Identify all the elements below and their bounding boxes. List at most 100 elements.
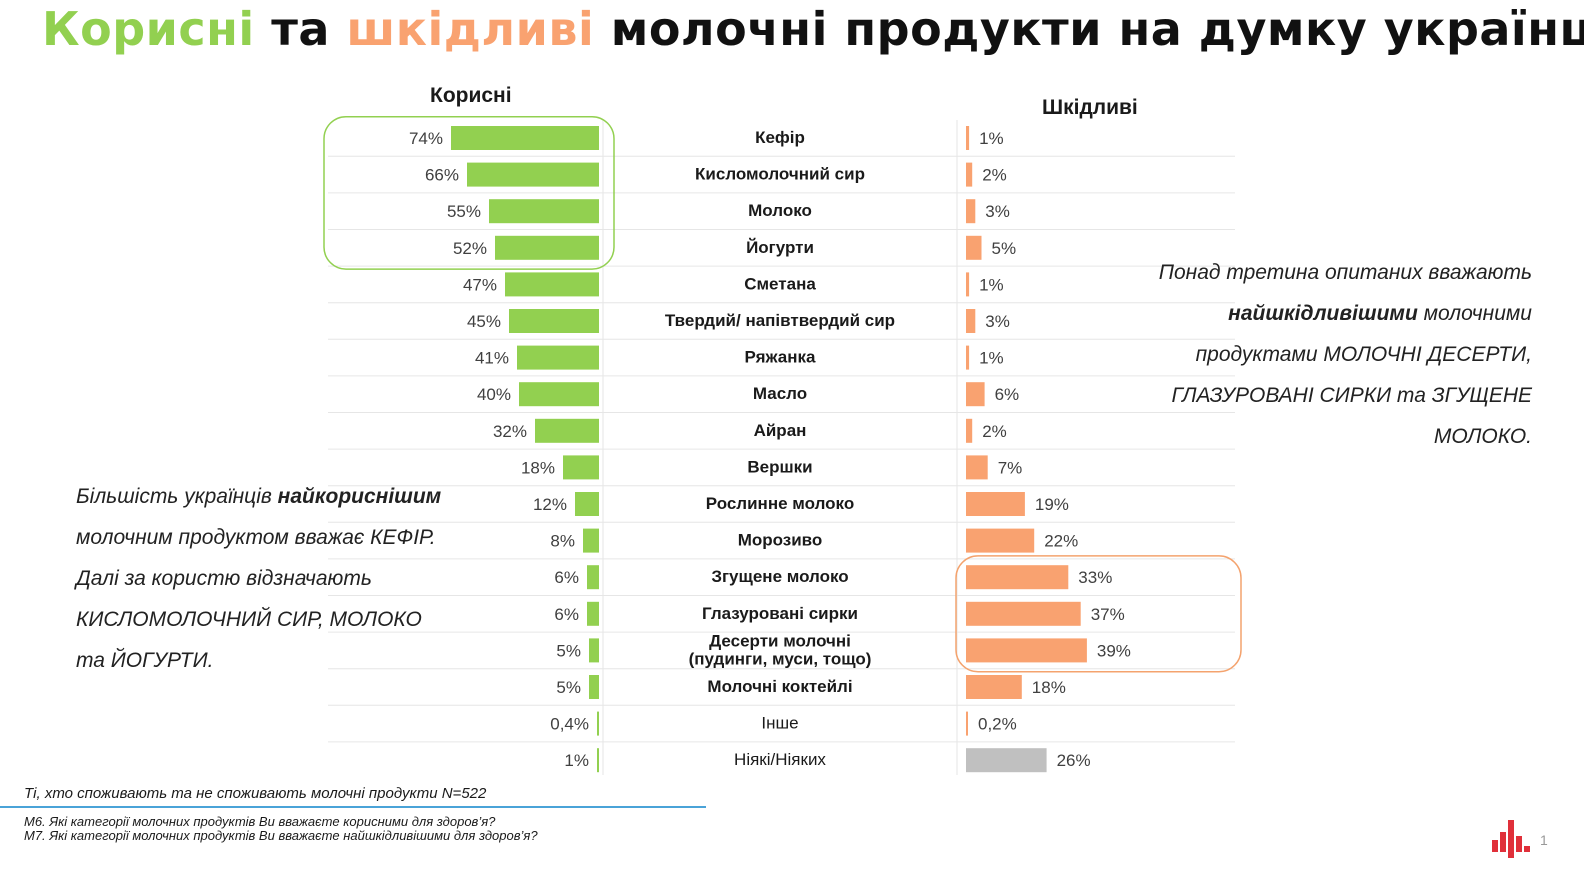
sample-note: Ті, хто споживають та не споживають моло… [24,785,487,802]
left-note-line1b: найкориснішим [277,485,442,508]
harmful-bar [966,748,1047,773]
category-label: Згущене молоко [711,567,848,586]
harmful-column-title: Шкідливі [1042,96,1138,119]
category-label: Рослинне молоко [706,494,854,513]
harmful-value-label: 2% [982,422,1007,441]
harmful-value-label: 1% [979,275,1004,294]
page-number: 1 [1540,832,1548,848]
title-and: та [271,2,330,56]
useful-value-label: 55% [447,202,481,221]
harmful-value-label: 39% [1097,641,1131,660]
harmful-bar [966,711,968,736]
harmful-value-label: 22% [1044,532,1078,551]
harmful-bar [966,309,976,333]
harmful-value-label: 33% [1078,568,1112,587]
useful-bar [467,162,599,187]
harmful-value-label: 37% [1091,605,1125,624]
right-note-line1: Понад третина опитаних вважають [1158,261,1532,284]
harmful-value-label: 0,2% [978,715,1017,734]
harmful-bar [966,272,970,297]
useful-value-label: 52% [453,239,487,258]
harmful-bar [966,601,1081,626]
harmful-value-label: 5% [992,239,1017,258]
harmful-bar [966,492,1025,516]
harmful-value-label: 3% [985,202,1010,221]
harmful-bar [966,455,988,480]
useful-bar [597,748,599,773]
useful-bar [509,309,599,333]
harmful-bar [966,638,1087,663]
harmful-value-label: 6% [995,385,1020,404]
useful-bar [583,528,599,553]
harmful-bar [966,126,970,150]
useful-value-label: 66% [425,166,459,185]
left-note-line1a: Більшість українців [76,485,278,508]
category-label: (пудинги, муси, тощо) [689,649,872,668]
useful-value-label: 18% [521,458,555,477]
category-label: Молочні коктейлі [707,677,852,696]
useful-value-label: 74% [409,129,443,148]
page-title: Корисні та шкідливі молочні продукти на … [42,2,1584,56]
category-label: Масло [753,384,807,403]
title-useful: Корисні [42,2,255,56]
harmful-value-label: 18% [1032,678,1066,697]
useful-bar [597,711,599,736]
left-note-line2: молочним продуктом вважає КЕФІР. [76,526,436,549]
harmful-bar [966,565,1069,590]
useful-value-label: 1% [564,751,589,770]
category-label: Молоко [748,201,812,220]
useful-value-label: 5% [556,641,581,660]
left-note-line5: та ЙОГУРТИ. [76,649,214,672]
useful-bar [519,382,599,407]
right-commentary: Понад третина опитаних вважають найшкідл… [1090,252,1532,457]
category-label: Глазуровані сирки [702,604,858,623]
left-note-line4: КИСЛОМОЛОЧНИЙ СИР, МОЛОКО [76,608,422,631]
right-note-line4: ГЛАЗУРОВАНІ СИРКИ та ЗГУЩЕНЕ [1171,384,1532,407]
useful-value-label: 40% [477,385,511,404]
harmful-value-label: 3% [985,312,1010,331]
harmful-value-label: 1% [979,349,1004,368]
useful-bar [495,235,599,260]
harmful-value-label: 19% [1035,495,1069,514]
category-label: Сметана [744,274,816,293]
title-harmful: шкідливі [346,2,595,56]
category-label: Кефір [755,128,805,147]
useful-bar [563,455,599,480]
useful-value-label: 41% [475,349,509,368]
harmful-bar [966,162,973,187]
harmful-value-label: 7% [998,458,1023,477]
harmful-bar [966,199,976,224]
question-m7: М7. Які категорії молочних продуктів Ви … [24,828,538,843]
useful-bar [517,345,599,370]
useful-bar [489,199,599,224]
useful-bar [589,675,599,699]
harmful-bar [966,382,985,407]
useful-value-label: 45% [467,312,501,331]
harmful-value-label: 2% [982,166,1007,185]
category-label: Морозиво [738,531,823,550]
useful-highlight-box [323,115,615,270]
harmful-value-label: 1% [979,129,1004,148]
useful-value-label: 6% [554,568,579,587]
useful-value-label: 8% [550,532,575,551]
right-note-line3: продуктами МОЛОЧНІ ДЕСЕРТИ, [1195,343,1532,366]
harmful-bar [966,675,1022,699]
useful-value-label: 6% [554,605,579,624]
category-label: Твердий/ напівтвердий сир [665,311,895,330]
right-note-line5: МОЛОКО. [1433,425,1532,448]
useful-value-label: 0,4% [550,715,589,734]
useful-bar [587,601,599,626]
title-rest: молочні продукти на думку українців [610,2,1584,56]
category-label: Айран [754,421,807,440]
category-label: Ряжанка [745,348,817,367]
useful-value-label: 32% [493,422,527,441]
category-label: Інше [761,714,798,733]
brand-logo-icon [1492,820,1530,858]
harmful-bar [966,418,973,443]
harmful-bar [966,345,970,370]
left-commentary: Більшість українців найкориснішим молочн… [76,476,496,681]
harmful-bar [966,235,982,260]
right-note-line2b: молочними [1417,302,1532,325]
useful-bar [575,492,599,516]
